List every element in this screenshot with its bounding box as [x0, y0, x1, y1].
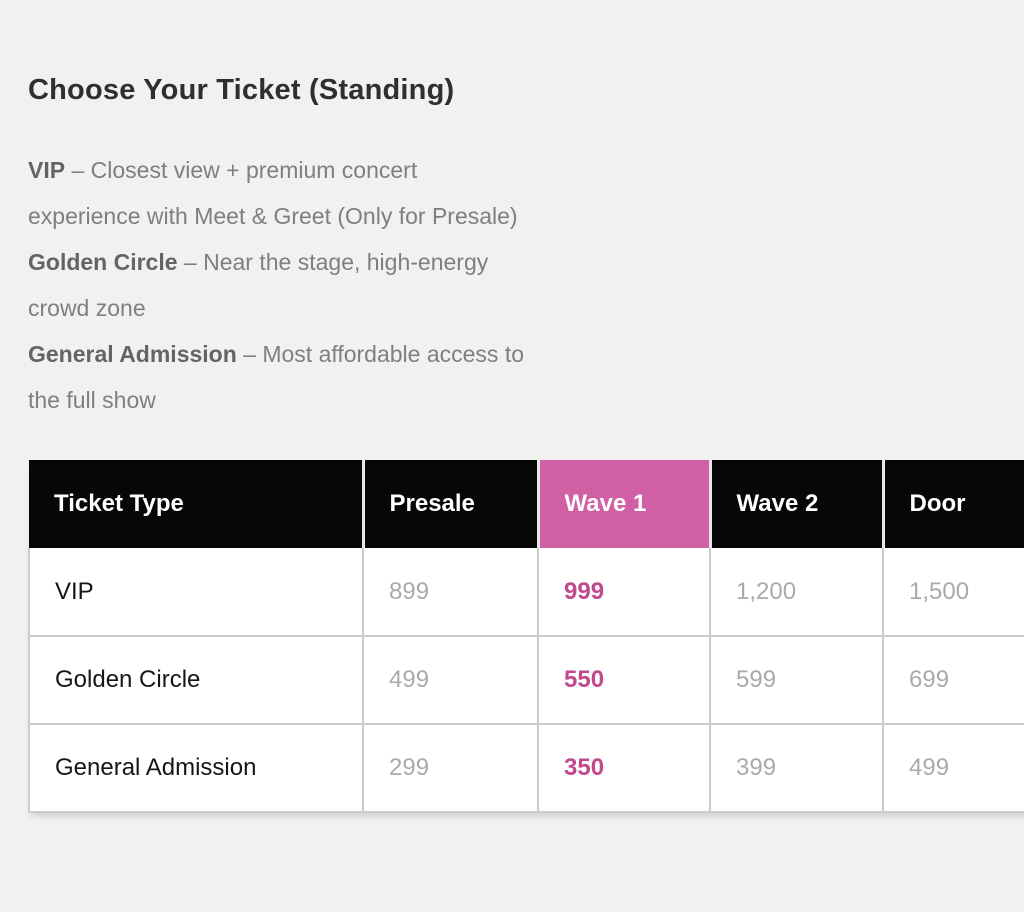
column-header-door: Door [883, 460, 1024, 548]
price-cell-wave1-highlighted: 999 [538, 548, 711, 637]
description-text: crowd zone [28, 295, 146, 321]
price-cell-door: 1,500 [883, 548, 1024, 637]
ticket-type-cell: General Admission [28, 724, 364, 813]
price-cell-door: 499 [883, 724, 1024, 813]
column-header-wave1-highlighted: Wave 1 [538, 460, 712, 548]
price-cell-wave1-highlighted: 350 [538, 724, 711, 813]
pricing-table-header-row: Ticket Type Presale Wave 1 Wave 2 Door [29, 460, 1024, 548]
tier-name-general-admission: General Admission [28, 341, 237, 367]
description-text: the full show [28, 387, 156, 413]
price-cell-presale: 499 [363, 636, 539, 725]
column-header-presale: Presale [363, 460, 540, 548]
table-row-golden-circle: Golden Circle 499 550 599 699 [28, 636, 1024, 725]
description-line: General Admission – Most affordable acce… [28, 331, 668, 377]
description-text: experience with Meet & Greet (Only for P… [28, 203, 518, 229]
tier-name-golden-circle: Golden Circle [28, 249, 178, 275]
price-cell-wave2: 599 [710, 636, 884, 725]
price-cell-wave1-highlighted: 550 [538, 636, 711, 725]
description-line: Golden Circle – Near the stage, high-ene… [28, 239, 668, 285]
ticket-type-cell: VIP [28, 548, 364, 637]
table-row-general-admission: General Admission 299 350 399 499 [28, 724, 1024, 813]
ticket-descriptions: VIP – Closest view + premium concert exp… [28, 147, 668, 423]
description-line: experience with Meet & Greet (Only for P… [28, 193, 668, 239]
price-cell-door: 699 [883, 636, 1024, 725]
description-line: the full show [28, 377, 668, 423]
price-cell-wave2: 1,200 [710, 548, 884, 637]
tier-name-vip: VIP [28, 157, 66, 183]
table-row-vip: VIP 899 999 1,200 1,500 [28, 548, 1024, 637]
column-header-wave2: Wave 2 [710, 460, 885, 548]
description-text: – Closest view + premium concert [65, 157, 418, 183]
description-text: – Most affordable access to [236, 341, 524, 367]
description-line: VIP – Closest view + premium concert [28, 147, 668, 193]
description-line: crowd zone [28, 285, 668, 331]
ticket-type-cell: Golden Circle [28, 636, 364, 725]
page-title: Choose Your Ticket (Standing) [28, 74, 455, 106]
price-cell-wave2: 399 [710, 724, 884, 813]
column-header-ticket-type: Ticket Type [29, 460, 365, 548]
description-text: – Near the stage, high-energy [177, 249, 489, 275]
pricing-table: Ticket Type Presale Wave 1 Wave 2 Door V… [28, 460, 1024, 813]
price-cell-presale: 299 [363, 724, 539, 813]
price-cell-presale: 899 [363, 548, 539, 637]
